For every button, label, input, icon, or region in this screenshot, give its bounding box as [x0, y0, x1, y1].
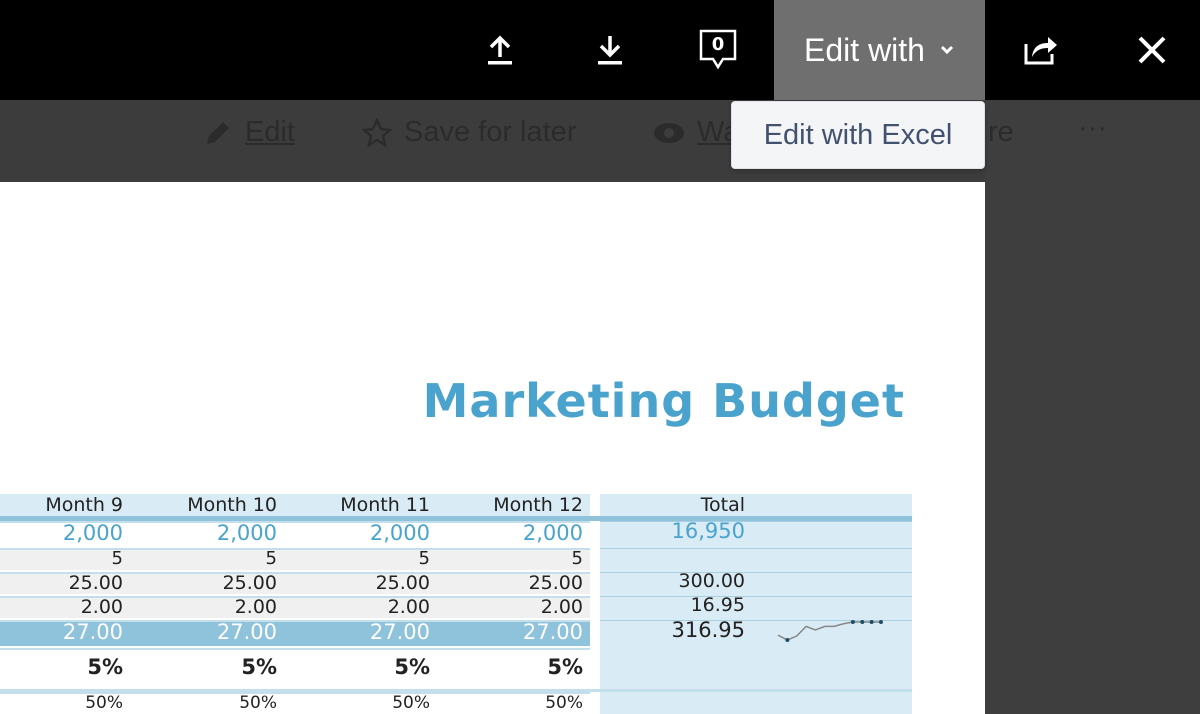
- watch-tool[interactable]: Wa: [653, 116, 739, 149]
- header-total: Total: [700, 494, 745, 516]
- sparkline-marker: [879, 620, 883, 624]
- pencil-icon: [207, 121, 229, 144]
- table-row: 5% 5% 5% 5%: [0, 648, 590, 688]
- edit-with-label: Edit with: [804, 31, 925, 68]
- top-bar: 0 Edit with: [0, 0, 1200, 100]
- chevron-down-icon: [940, 45, 954, 55]
- total-column: [600, 494, 912, 714]
- cell-value: 5: [111, 548, 123, 570]
- header-row: Month 9 Month 10 Month 11 Month 12: [0, 494, 590, 516]
- cell-value: 25.00: [375, 571, 430, 594]
- cell-value: 5: [265, 548, 277, 570]
- more-options-button[interactable]: ···: [1078, 112, 1107, 145]
- comment-icon[interactable]: 0: [696, 28, 740, 72]
- total-value: 16.95: [690, 593, 745, 616]
- total-value: 316.95: [671, 618, 745, 643]
- table-row: 5 5 5 5: [0, 548, 590, 570]
- cell-value: 5: [418, 548, 430, 570]
- total-value: 16,950: [671, 518, 745, 543]
- total-divider: [600, 620, 912, 621]
- sparkline-line: [777, 621, 881, 641]
- cell-value: 50%: [85, 692, 123, 713]
- cell-value: 27.00: [522, 620, 583, 645]
- total-divider: [600, 572, 912, 573]
- upload-icon[interactable]: [478, 28, 522, 72]
- table-row: 50% 50% 50% 50%: [0, 692, 590, 714]
- eye-icon: [654, 122, 684, 143]
- edit-with-button[interactable]: Edit with: [774, 0, 985, 100]
- table-row: 2,000 2,000 2,000 2,000: [0, 521, 590, 546]
- cell-value: 27.00: [216, 620, 277, 645]
- edit-tool[interactable]: Edit: [203, 116, 295, 149]
- sparkline-marker: [850, 620, 855, 624]
- cell-value: 2,000: [522, 520, 583, 545]
- cell-value: 5: [571, 548, 583, 570]
- table-row: 2.00 2.00 2.00 2.00: [0, 596, 590, 618]
- sparkline: [777, 620, 883, 642]
- total-divider: [600, 548, 912, 549]
- share-label: re: [988, 116, 1014, 148]
- close-icon[interactable]: [1130, 28, 1174, 72]
- table-row: 27.00 27.00 27.00 27.00: [0, 620, 590, 646]
- cell-value: 27.00: [62, 620, 123, 645]
- cell-value: 25.00: [222, 571, 277, 594]
- header-month-10: Month 10: [187, 494, 277, 516]
- comment-count: 0: [711, 34, 725, 55]
- cell-value: 2.00: [234, 595, 277, 618]
- cell-value: 25.00: [68, 571, 123, 594]
- save-for-later-tool[interactable]: Save for later: [362, 116, 576, 149]
- header-month-12: Month 12: [493, 494, 583, 516]
- sparkline-marker: [860, 620, 865, 624]
- row-divider: [0, 689, 912, 692]
- cell-value: 2,000: [216, 520, 277, 545]
- download-icon[interactable]: [588, 28, 632, 72]
- star-icon: [362, 117, 392, 148]
- share-icon[interactable]: [1019, 28, 1063, 72]
- share-tool[interactable]: re: [988, 116, 1014, 149]
- edit-label: Edit: [245, 116, 295, 148]
- edit-with-excel-option[interactable]: Edit with Excel: [731, 101, 985, 169]
- total-value: 300.00: [678, 569, 745, 592]
- header-divider: [0, 516, 912, 521]
- cell-value: 5%: [87, 655, 123, 680]
- cell-value: 50%: [239, 692, 277, 713]
- cell-value: 27.00: [369, 620, 430, 645]
- more-icon: ···: [1078, 112, 1107, 144]
- cell-value: 25.00: [528, 571, 583, 594]
- cell-value: 2,000: [62, 520, 123, 545]
- total-divider: [600, 521, 912, 522]
- save-for-later-label: Save for later: [404, 116, 577, 148]
- cell-value: 2.00: [80, 595, 123, 618]
- cell-value: 5%: [394, 655, 430, 680]
- cell-value: 5%: [241, 655, 277, 680]
- sparkline-marker: [869, 620, 874, 624]
- cell-value: 2.00: [387, 595, 430, 618]
- table-row: 25.00 25.00 25.00 25.00: [0, 572, 590, 594]
- edit-with-excel-label: Edit with Excel: [763, 118, 953, 151]
- cell-value: 2,000: [369, 520, 430, 545]
- cell-value: 5%: [547, 655, 583, 680]
- sheet-title: Marketing Budget: [422, 374, 905, 428]
- cell-value: 50%: [545, 692, 583, 713]
- spreadsheet-preview: Marketing Budget Month 9 Month 10 Month …: [0, 182, 985, 714]
- sparkline-marker: [785, 638, 790, 642]
- cell-value: 2.00: [540, 595, 583, 618]
- header-month-11: Month 11: [340, 494, 430, 516]
- cell-value: 50%: [392, 692, 430, 713]
- header-month-9: Month 9: [45, 494, 123, 516]
- total-divider: [600, 596, 912, 597]
